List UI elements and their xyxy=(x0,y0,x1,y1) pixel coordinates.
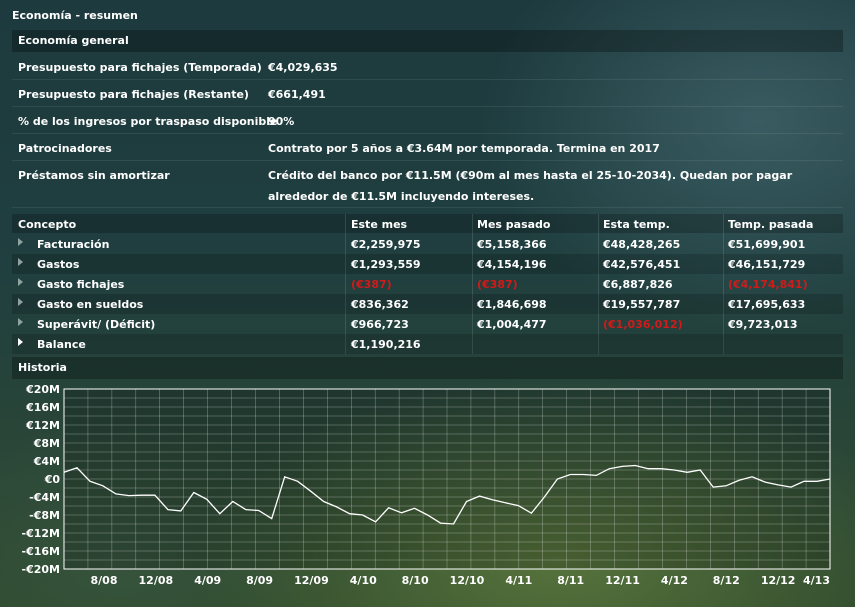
cell-value: €1,190,216 xyxy=(351,338,421,351)
y-tick-label: €8M xyxy=(33,437,60,450)
general-header: Economía general xyxy=(12,30,843,52)
cell-value: €2,259,975 xyxy=(351,238,421,251)
x-tick-label: 12/08 xyxy=(139,574,174,587)
table-row-facturacion[interactable]: Facturación €2,259,975 €5,158,366 €48,42… xyxy=(12,234,843,254)
x-tick-label: 4/10 xyxy=(350,574,377,587)
cell-value: €836,362 xyxy=(351,298,409,311)
balance-series-line xyxy=(63,464,831,525)
cell-value: €48,428,265 xyxy=(603,238,681,251)
cell-value: €46,151,729 xyxy=(728,258,806,271)
x-tick-label: 4/12 xyxy=(661,574,688,587)
finance-table-header: Concepto Este mes Mes pasado Esta temp. … xyxy=(12,214,843,233)
cell-value: €17,695,633 xyxy=(728,298,806,311)
cell-value: €51,699,901 xyxy=(728,238,806,251)
x-tick-label: 8/09 xyxy=(246,574,273,587)
history-chart-svg: €20M €16M €12M €8M €4M €0 -€4M -€8M -€12M -€16M -€… xyxy=(22,383,831,587)
row-concept: Facturación xyxy=(37,238,110,251)
x-tick-label: 12/11 xyxy=(605,574,640,587)
x-tick-label: 4/13 xyxy=(803,574,830,587)
expand-arrow-icon[interactable] xyxy=(18,298,23,306)
table-row-gasto-fichajes[interactable]: Gasto fichajes (€387) (€387) €6,887,826 … xyxy=(12,274,843,294)
column-header-this-month[interactable]: Este mes xyxy=(351,218,408,231)
history-header: Historia xyxy=(12,357,843,379)
cell-value: €1,293,559 xyxy=(351,258,421,271)
y-tick-label: €4M xyxy=(33,455,60,468)
column-header-this-season[interactable]: Esta temp. xyxy=(603,218,670,231)
table-row-balance[interactable]: Balance €1,190,216 xyxy=(12,334,843,354)
row-concept: Gasto en sueldos xyxy=(37,298,144,311)
info-row-budget-remaining: Presupuesto para fichajes (Restante) €66… xyxy=(12,80,843,107)
y-tick-label: €20M xyxy=(25,383,60,396)
cell-value-negative: (€4,174,841) xyxy=(728,278,808,291)
y-tick-label: -€8M xyxy=(29,509,60,522)
info-label: Patrocinadores xyxy=(18,142,112,155)
info-row-loans: Préstamos sin amortizar Crédito del banc… xyxy=(12,161,843,208)
x-tick-label: 8/10 xyxy=(402,574,429,587)
y-tick-label: -€20M xyxy=(22,563,60,576)
info-label: Préstamos sin amortizar xyxy=(18,169,170,182)
info-value: Contrato por 5 años a €3.64M por tempora… xyxy=(268,142,660,155)
info-value: €661,491 xyxy=(268,88,326,101)
y-tick-label: €0 xyxy=(44,473,61,486)
table-row-gastos[interactable]: Gastos €1,293,559 €4,154,196 €42,576,451… xyxy=(12,254,843,274)
cell-value: €4,154,196 xyxy=(477,258,547,271)
expand-arrow-icon[interactable] xyxy=(18,278,23,286)
cell-value-negative: (€387) xyxy=(477,278,518,291)
x-tick-label: 12/09 xyxy=(294,574,329,587)
cell-value: €42,576,451 xyxy=(603,258,681,271)
cell-value: €5,158,366 xyxy=(477,238,547,251)
x-tick-label: 12/12 xyxy=(761,574,796,587)
x-tick-label: 8/12 xyxy=(713,574,740,587)
expand-arrow-icon[interactable] xyxy=(18,238,23,246)
y-tick-label: €16M xyxy=(25,401,60,414)
plot-area xyxy=(63,388,831,570)
cell-value-negative: (€387) xyxy=(351,278,392,291)
column-divider xyxy=(598,214,599,354)
column-header-concept[interactable]: Concepto xyxy=(18,218,77,231)
expand-arrow-icon[interactable] xyxy=(18,318,23,326)
expand-arrow-icon[interactable] xyxy=(18,338,23,346)
row-concept: Superávit/ (Déficit) xyxy=(37,318,156,331)
cell-value: €1,846,698 xyxy=(477,298,547,311)
x-tick-label: 4/11 xyxy=(505,574,532,587)
column-header-last-season[interactable]: Temp. pasada xyxy=(728,218,814,231)
info-value: €4,029,635 xyxy=(268,61,338,74)
x-tick-label: 12/10 xyxy=(450,574,485,587)
cell-value: €9,723,013 xyxy=(728,318,798,331)
info-label: Presupuesto para fichajes (Temporada) xyxy=(18,61,262,74)
info-row-budget-season: Presupuesto para fichajes (Temporada) €4… xyxy=(12,53,843,80)
cell-value: €1,004,477 xyxy=(477,318,547,331)
info-label: Presupuesto para fichajes (Restante) xyxy=(18,88,249,101)
y-tick-label: -€16M xyxy=(22,545,60,558)
row-concept: Gasto fichajes xyxy=(37,278,125,291)
x-tick-label: 8/11 xyxy=(557,574,584,587)
column-divider xyxy=(345,214,346,354)
row-concept: Balance xyxy=(37,338,86,351)
y-tick-label: €12M xyxy=(25,419,60,432)
cell-value: €19,557,787 xyxy=(603,298,681,311)
y-tick-label: -€12M xyxy=(22,527,60,540)
cell-value-negative: (€1,036,012) xyxy=(603,318,683,331)
info-label: % de los ingresos por traspaso disponibl… xyxy=(18,115,278,128)
info-row-transfer-pct: % de los ingresos por traspaso disponibl… xyxy=(12,107,843,134)
row-concept: Gastos xyxy=(37,258,80,271)
column-header-last-month[interactable]: Mes pasado xyxy=(477,218,551,231)
table-row-superavit[interactable]: Superávit/ (Déficit) €966,723 €1,004,477… xyxy=(12,314,843,334)
info-value: 90% xyxy=(268,115,295,128)
table-row-gasto-sueldos[interactable]: Gasto en sueldos €836,362 €1,846,698 €19… xyxy=(12,294,843,314)
info-row-sponsors: Patrocinadores Contrato por 5 años a €3.… xyxy=(12,134,843,161)
column-divider xyxy=(723,214,724,354)
info-value: Crédito del banco por €11.5M (€90m al me… xyxy=(268,169,793,203)
window-title: Economía - resumen xyxy=(12,9,138,22)
expand-arrow-icon[interactable] xyxy=(18,258,23,266)
column-divider xyxy=(472,214,473,354)
y-tick-label: -€4M xyxy=(29,491,60,504)
x-tick-label: 4/09 xyxy=(194,574,221,587)
cell-value: €6,887,826 xyxy=(603,278,673,291)
history-chart: €20M €16M €12M €8M €4M €0 -€4M -€8M -€12M -€16M -€… xyxy=(12,379,843,603)
cell-value: €966,723 xyxy=(351,318,409,331)
x-tick-label: 8/08 xyxy=(91,574,118,587)
